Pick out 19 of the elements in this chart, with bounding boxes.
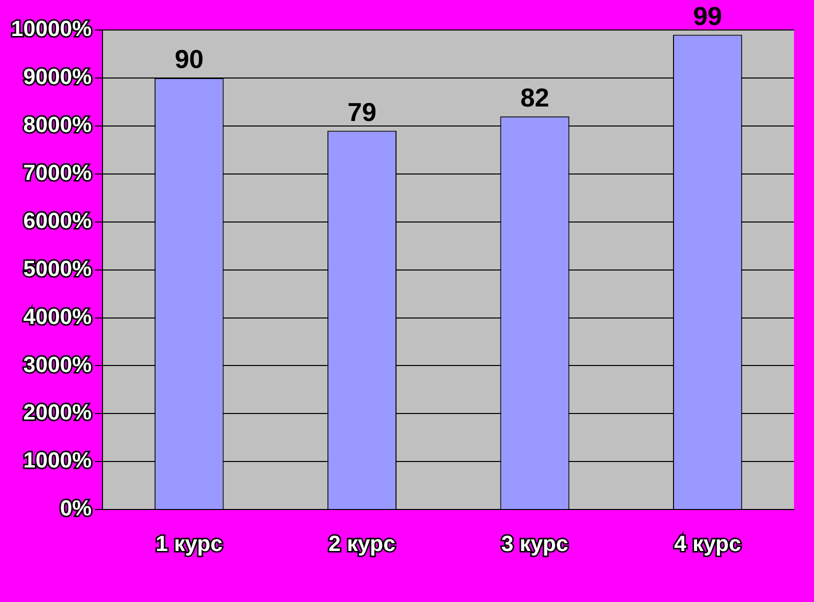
data-label: 82	[520, 82, 550, 112]
x-tick-label: 3 курс	[501, 530, 568, 556]
y-tick-label: 7000%	[23, 160, 92, 185]
y-tick-label: 9000%	[23, 64, 92, 90]
y-tick-label: 8000%	[23, 112, 92, 137]
x-tick-label: 2 курс	[328, 530, 396, 556]
y-tick-label: 1000%	[23, 448, 92, 473]
y-tick-label: 4000%	[23, 304, 92, 329]
x-tick-label: 1 курс	[156, 530, 223, 556]
data-label: 99	[693, 0, 722, 31]
y-tick-label: 3000%	[23, 352, 92, 377]
data-label: 79	[348, 96, 376, 127]
y-tick-label: 5000%	[23, 256, 92, 281]
y-tick-label: 2000%	[23, 400, 92, 425]
y-tick-label: 6000%	[23, 208, 92, 233]
y-tick-label: 0%	[60, 496, 92, 521]
x-tick-label: 4 курс	[674, 530, 742, 556]
y-tick-label: 10000%	[10, 16, 92, 42]
data-label: 90	[174, 44, 204, 74]
